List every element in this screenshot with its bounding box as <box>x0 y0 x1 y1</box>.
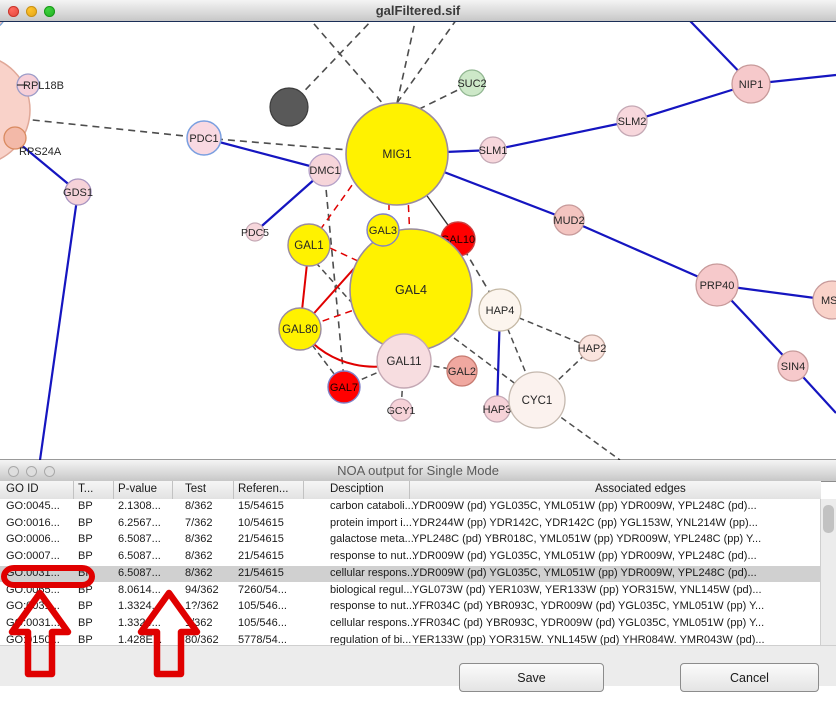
svg-text:MUD2: MUD2 <box>553 215 584 227</box>
svg-text:SLM2: SLM2 <box>618 116 647 128</box>
svg-text:SUC2: SUC2 <box>457 78 486 90</box>
svg-text:HAP3: HAP3 <box>483 404 512 416</box>
svg-text:GAL7: GAL7 <box>330 382 358 394</box>
svg-text:RPL18B: RPL18B <box>23 80 64 92</box>
svg-text:GAL4: GAL4 <box>395 283 427 297</box>
svg-text:RPS24A: RPS24A <box>19 146 62 158</box>
svg-text:SLM1: SLM1 <box>479 145 508 157</box>
svg-text:MSI: MSI <box>821 295 836 307</box>
svg-text:CYC1: CYC1 <box>522 395 553 407</box>
svg-text:GAL80: GAL80 <box>282 324 318 336</box>
svg-text:GAL1: GAL1 <box>294 240 323 252</box>
svg-text:SIN4: SIN4 <box>781 361 805 373</box>
svg-text:HAP2: HAP2 <box>578 343 607 355</box>
svg-text:GCY1: GCY1 <box>387 405 416 417</box>
svg-text:DMC1: DMC1 <box>309 165 340 177</box>
svg-text:PDC1: PDC1 <box>189 133 218 145</box>
svg-text:PRP40: PRP40 <box>700 280 735 292</box>
svg-text:GDS1: GDS1 <box>63 187 93 199</box>
svg-text:GAL3: GAL3 <box>369 225 397 237</box>
svg-text:PDC5: PDC5 <box>241 227 269 239</box>
svg-text:GAL11: GAL11 <box>387 356 422 368</box>
svg-text:HAP4: HAP4 <box>486 305 515 317</box>
svg-text:GAL2: GAL2 <box>448 366 476 378</box>
svg-text:MIG1: MIG1 <box>382 147 412 161</box>
svg-text:NIP1: NIP1 <box>739 79 763 91</box>
